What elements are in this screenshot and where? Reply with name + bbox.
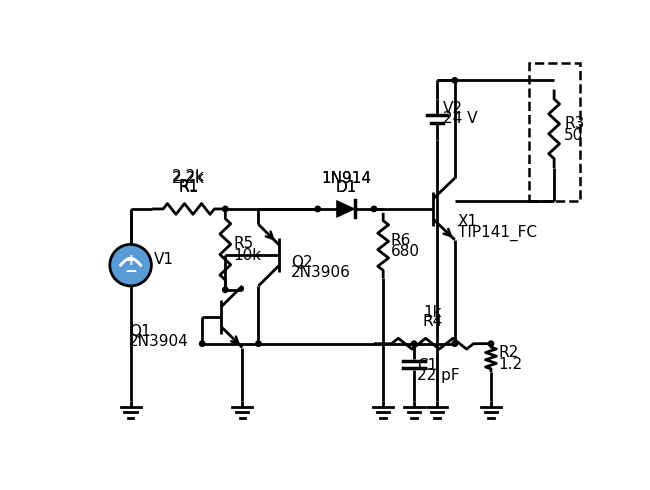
Text: R1: R1 [179, 180, 199, 195]
Text: +: + [124, 253, 137, 268]
Text: 24 V: 24 V [443, 111, 478, 126]
Text: 2N3906: 2N3906 [291, 265, 350, 280]
Text: V2: V2 [443, 101, 463, 116]
Circle shape [452, 341, 458, 346]
Circle shape [200, 341, 205, 346]
Text: D1: D1 [335, 180, 356, 195]
Text: R4: R4 [422, 314, 443, 329]
Circle shape [371, 206, 376, 212]
Circle shape [255, 341, 261, 346]
Text: Q1: Q1 [129, 324, 151, 340]
Text: D1: D1 [335, 180, 356, 195]
Text: R6: R6 [391, 233, 411, 247]
Text: V1: V1 [153, 251, 174, 267]
Text: TIP141_FC: TIP141_FC [458, 224, 537, 241]
Text: R1: R1 [179, 178, 199, 194]
Text: C1: C1 [417, 358, 437, 372]
Text: R2: R2 [499, 345, 519, 360]
Circle shape [223, 206, 228, 212]
Circle shape [411, 341, 417, 346]
Text: Q2: Q2 [291, 255, 313, 270]
Text: R5: R5 [233, 237, 254, 251]
Text: 1N914: 1N914 [321, 171, 371, 186]
Circle shape [452, 77, 458, 83]
Text: X1: X1 [458, 214, 478, 229]
Text: 50: 50 [564, 127, 584, 143]
Text: 1.2: 1.2 [499, 357, 523, 371]
Text: 1N914: 1N914 [321, 171, 371, 186]
Text: 2N3904: 2N3904 [129, 335, 188, 349]
Text: 2.2k: 2.2k [172, 170, 205, 184]
Text: 2.2k: 2.2k [172, 171, 205, 186]
Text: −: − [124, 264, 137, 279]
Text: 10k: 10k [233, 248, 261, 263]
Text: 680: 680 [391, 244, 420, 259]
Circle shape [315, 206, 320, 212]
Bar [530, 63, 580, 201]
Circle shape [488, 341, 493, 346]
Text: 22 pF: 22 pF [417, 368, 460, 383]
Text: R3: R3 [564, 116, 584, 131]
Circle shape [110, 245, 151, 286]
Text: 1k: 1k [423, 305, 442, 320]
Circle shape [223, 287, 228, 293]
Polygon shape [337, 200, 355, 218]
